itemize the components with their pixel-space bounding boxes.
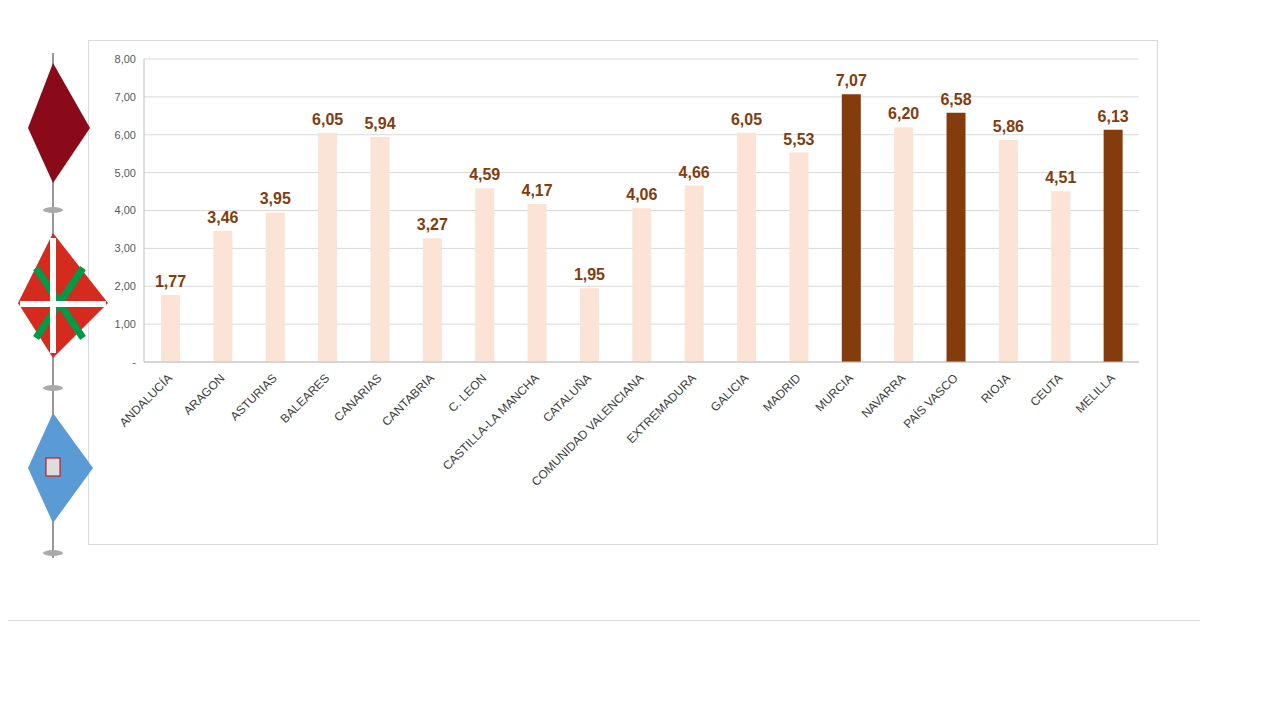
svg-text:GALICIA: GALICIA (708, 371, 751, 414)
svg-text:MADRID: MADRID (760, 371, 804, 415)
svg-text:5,53: 5,53 (783, 131, 814, 148)
svg-text:CANARIAS: CANARIAS (331, 371, 384, 424)
svg-text:CATALUÑA: CATALUÑA (540, 371, 594, 425)
svg-text:CANTABRIA: CANTABRIA (379, 371, 437, 429)
svg-text:CASTILLA-LA MANCHA: CASTILLA-LA MANCHA (440, 371, 542, 473)
svg-text:6,20: 6,20 (888, 105, 919, 122)
svg-text:PAÍS VASCO: PAÍS VASCO (900, 370, 961, 431)
svg-text:4,00: 4,00 (115, 204, 136, 216)
svg-text:1,00: 1,00 (115, 318, 136, 330)
svg-text:ASTURIAS: ASTURIAS (228, 371, 280, 423)
svg-text:COMUNIDAD VALENCIANA: COMUNIDAD VALENCIANA (528, 371, 647, 489)
svg-text:4,66: 4,66 (679, 164, 710, 181)
svg-text:EXTREMADURA: EXTREMADURA (624, 371, 699, 446)
svg-text:MURCIA: MURCIA (813, 371, 856, 414)
svg-text:1,95: 1,95 (574, 266, 605, 283)
svg-text:5,94: 5,94 (364, 115, 395, 132)
svg-text:5,00: 5,00 (115, 167, 136, 179)
svg-text:CEUTA: CEUTA (1027, 371, 1065, 409)
svg-text:NAVARRA: NAVARRA (859, 371, 909, 421)
svg-text:4,06: 4,06 (626, 186, 657, 203)
svg-text:6,05: 6,05 (312, 111, 343, 128)
svg-text:ANDALUCÍA: ANDALUCÍA (116, 370, 175, 429)
svg-text:7,07: 7,07 (836, 72, 867, 89)
svg-text:2,00: 2,00 (115, 280, 136, 292)
svg-text:4,59: 4,59 (469, 166, 500, 183)
svg-text:3,46: 3,46 (207, 209, 238, 226)
svg-text:5,86: 5,86 (993, 118, 1024, 135)
svg-text:7,00: 7,00 (115, 91, 136, 103)
svg-text:3,27: 3,27 (417, 216, 448, 233)
svg-text:3,95: 3,95 (260, 190, 291, 207)
svg-text:6,13: 6,13 (1098, 108, 1129, 125)
svg-text:4,51: 4,51 (1045, 169, 1076, 186)
svg-text:C. LEON: C. LEON (445, 371, 489, 415)
svg-text:6,00: 6,00 (115, 129, 136, 141)
svg-text:6,58: 6,58 (940, 91, 971, 108)
svg-text:RIOJA: RIOJA (978, 371, 1013, 406)
svg-text:1,77: 1,77 (155, 273, 186, 290)
svg-text:ARAGON: ARAGON (181, 371, 228, 418)
svg-text:6,05: 6,05 (731, 111, 762, 128)
svg-text:MELILLA: MELILLA (1073, 371, 1118, 416)
svg-text:-: - (132, 356, 136, 368)
svg-text:3,00: 3,00 (115, 242, 136, 254)
svg-text:8,00: 8,00 (115, 53, 136, 65)
svg-text:BALEARES: BALEARES (278, 371, 333, 426)
svg-text:4,17: 4,17 (522, 182, 553, 199)
